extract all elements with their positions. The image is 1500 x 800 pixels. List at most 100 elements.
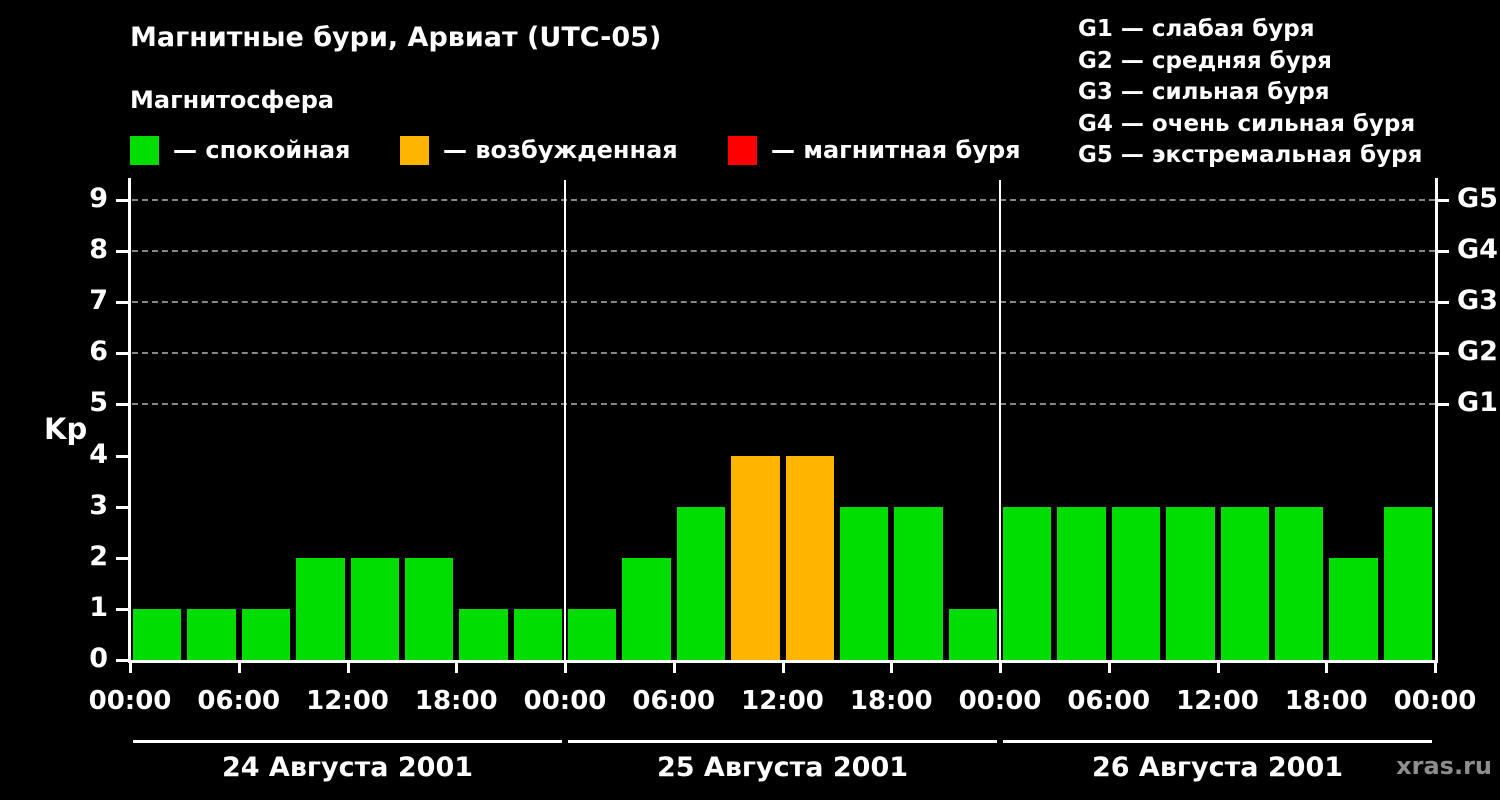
y-axis-tick bbox=[116, 199, 130, 202]
y-tick-label: 6 bbox=[89, 336, 108, 368]
right-axis-tick bbox=[1438, 403, 1449, 407]
kp-bar bbox=[1274, 506, 1324, 660]
kp-bar bbox=[785, 455, 834, 660]
kp-bar bbox=[1003, 506, 1052, 660]
day-date-label: 25 Августа 2001 bbox=[656, 752, 909, 783]
y-axis-tick bbox=[116, 301, 130, 305]
kp-bar bbox=[133, 608, 182, 660]
x-axis-tick bbox=[564, 663, 567, 673]
x-tick-label: 00:00 bbox=[88, 686, 172, 716]
g-level-label: G1 bbox=[1457, 387, 1498, 419]
kp-bar bbox=[459, 608, 508, 660]
kp-bar bbox=[1220, 506, 1269, 660]
right-axis-line bbox=[1435, 178, 1438, 663]
day-date-label: 26 Августа 2001 bbox=[1091, 752, 1344, 783]
x-tick-label: 06:00 bbox=[197, 686, 281, 716]
legend-label-quiet: — спокойная bbox=[173, 136, 351, 164]
y-axis-line bbox=[128, 178, 131, 663]
x-tick-label: 18:00 bbox=[849, 686, 933, 716]
x-axis-tick bbox=[1434, 663, 1437, 673]
y-axis-tick bbox=[116, 607, 130, 611]
storm-scale-g4: G4 — очень сильная буря bbox=[1078, 110, 1416, 137]
legend-item-excited: — возбужденная bbox=[400, 134, 678, 166]
y-tick-label: 5 bbox=[89, 387, 108, 419]
day-bracket-line bbox=[1003, 740, 1432, 743]
x-tick-label: 12:00 bbox=[741, 686, 824, 716]
y-axis-title: Kp bbox=[44, 412, 88, 446]
x-axis-tick bbox=[1325, 663, 1329, 673]
g-level-label: G4 bbox=[1457, 234, 1498, 266]
y-tick-label: 9 bbox=[89, 183, 108, 214]
legend-item-storm: — магнитная буря bbox=[728, 134, 1021, 166]
x-axis-tick bbox=[1107, 663, 1111, 673]
storm-scale-legend: G1 — слабая буря G2 — средняя буря G3 — … bbox=[1078, 14, 1422, 172]
kp-bar bbox=[1111, 506, 1161, 660]
x-tick-label: 12:00 bbox=[306, 686, 389, 716]
kp-bar bbox=[187, 608, 236, 660]
legend-label-storm: — магнитная буря bbox=[771, 136, 1021, 164]
kp-bar bbox=[731, 455, 780, 660]
x-tick-label: 00:00 bbox=[958, 686, 1042, 716]
y-tick-label: 4 bbox=[89, 438, 108, 470]
kp-bar bbox=[894, 506, 943, 660]
y-axis-tick bbox=[116, 352, 130, 356]
x-axis-tick bbox=[346, 663, 350, 673]
g-level-label: G5 bbox=[1457, 183, 1498, 214]
kp-gridline bbox=[132, 250, 1435, 253]
magnetosphere-label: Магнитосфера bbox=[130, 86, 335, 114]
storm-scale-g3: G3 — сильная буря bbox=[1078, 79, 1330, 105]
y-tick-label: 1 bbox=[89, 591, 108, 623]
kp-bar bbox=[350, 557, 399, 660]
storm-color-swatch bbox=[728, 135, 757, 165]
y-axis-tick bbox=[116, 250, 130, 254]
y-tick-label: 0 bbox=[89, 643, 108, 674]
kp-gridline bbox=[132, 301, 1435, 304]
legend-label-excited: — возбужденная bbox=[443, 136, 678, 164]
kp-bar bbox=[948, 608, 997, 660]
kp-bar bbox=[568, 608, 617, 660]
day-date-label: 24 Августа 2001 bbox=[221, 752, 474, 783]
x-tick-label: 00:00 bbox=[523, 686, 607, 716]
kp-bar bbox=[1166, 506, 1215, 660]
storm-scale-g2: G2 — средняя буря bbox=[1078, 47, 1332, 74]
quiet-color-swatch bbox=[130, 135, 159, 165]
day-bracket-line bbox=[133, 740, 562, 743]
kp-bar bbox=[241, 608, 291, 660]
chart-title: Магнитные бури, Арвиат (UTC-05) bbox=[130, 22, 662, 53]
right-axis-tick bbox=[1438, 352, 1449, 356]
storm-scale-g5: G5 — экстремальная буря bbox=[1078, 142, 1423, 168]
day-separator-line bbox=[564, 180, 566, 660]
x-tick-label: 00:00 bbox=[1393, 686, 1477, 716]
x-tick-label: 12:00 bbox=[1176, 686, 1259, 716]
y-tick-label: 3 bbox=[89, 489, 108, 521]
y-tick-label: 2 bbox=[89, 540, 108, 572]
right-axis-tick bbox=[1438, 250, 1449, 254]
x-axis-tick bbox=[237, 663, 241, 673]
legend-item-quiet: — спокойная bbox=[130, 134, 350, 166]
y-axis-tick bbox=[116, 556, 130, 560]
kp-bar bbox=[676, 506, 726, 660]
day-bracket-line bbox=[568, 740, 997, 743]
kp-gridline bbox=[132, 199, 1435, 201]
x-tick-label: 06:00 bbox=[1067, 686, 1151, 716]
x-tick-label: 18:00 bbox=[1284, 686, 1368, 716]
kp-bar bbox=[1057, 506, 1106, 660]
day-separator-line bbox=[999, 180, 1001, 660]
kp-bar bbox=[1329, 557, 1378, 660]
kp-bar bbox=[622, 557, 671, 660]
x-tick-label: 18:00 bbox=[414, 686, 498, 716]
kp-bar bbox=[839, 506, 889, 660]
x-axis-tick bbox=[890, 663, 894, 673]
kp-bar bbox=[513, 608, 562, 660]
excited-color-swatch bbox=[400, 135, 429, 165]
watermark: xras.ru bbox=[1396, 752, 1492, 780]
x-tick-label: 06:00 bbox=[632, 686, 716, 716]
x-axis-tick bbox=[129, 663, 132, 673]
x-axis-tick bbox=[781, 663, 785, 673]
y-axis-tick bbox=[116, 505, 130, 509]
x-axis-tick bbox=[999, 663, 1002, 673]
x-axis-tick bbox=[672, 663, 676, 673]
kp-bar bbox=[404, 557, 454, 660]
right-axis-tick bbox=[1438, 301, 1449, 305]
